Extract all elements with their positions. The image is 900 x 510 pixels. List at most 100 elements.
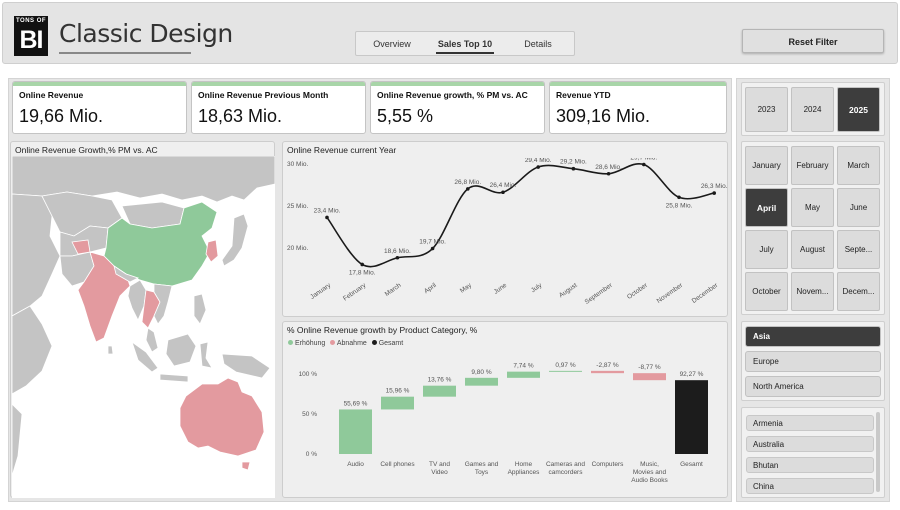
x-tick-label: August: [558, 282, 579, 299]
waterfall-data-label: 15,96 %: [386, 388, 410, 395]
year-button-2025[interactable]: 2025: [837, 87, 880, 132]
line-point[interactable]: [430, 246, 435, 251]
month-button[interactable]: Decem...: [837, 272, 880, 311]
waterfall-chart[interactable]: 100 % 50 % 0 % 55,69 % Audio 15,96 % Cell p…: [283, 352, 727, 497]
waterfall-bar[interactable]: [339, 409, 372, 454]
line-point[interactable]: [606, 171, 611, 176]
reset-filter-button[interactable]: Reset Filter: [742, 29, 884, 53]
line-data-label: 18,6 Mio.: [384, 248, 411, 255]
map-arabia[interactable]: [12, 305, 53, 395]
month-button[interactable]: January: [745, 146, 788, 185]
region-europe[interactable]: Europe: [745, 351, 881, 372]
line-point[interactable]: [712, 191, 716, 195]
line-point[interactable]: [501, 190, 505, 195]
line-data-label: 29,2 Mio.: [560, 159, 587, 166]
waterfall-bar[interactable]: [633, 373, 666, 381]
map-borneo[interactable]: [165, 333, 197, 367]
map-korea[interactable]: [205, 239, 219, 263]
month-button[interactable]: Novem...: [791, 272, 834, 311]
x-tick-label: April: [423, 282, 438, 296]
y-tick-label: 50 %: [302, 411, 317, 418]
month-button[interactable]: June: [837, 188, 880, 227]
x-tick-label: March: [384, 282, 403, 298]
line-point[interactable]: [677, 195, 681, 200]
line-point[interactable]: [325, 215, 329, 220]
month-button[interactable]: April: [745, 188, 788, 227]
map-sumatra[interactable]: [131, 340, 159, 373]
y-tick-label: 20 Mio.: [287, 245, 309, 252]
waterfall-data-label: 92,27 %: [680, 371, 704, 378]
map-malaysia[interactable]: [145, 327, 159, 353]
month-button[interactable]: Septe...: [837, 230, 880, 269]
waterfall-panel: % Online Revenue growth by Product Categ…: [282, 321, 728, 498]
tab-sales-top-10[interactable]: Sales Top 10: [436, 32, 494, 55]
country-china[interactable]: China: [746, 478, 874, 494]
kpi-value: 18,63 Mio.: [198, 106, 283, 126]
map-sri-lanka[interactable]: [107, 345, 114, 355]
month-button[interactable]: March: [837, 146, 880, 185]
tab-details[interactable]: Details: [524, 39, 552, 49]
region-asia[interactable]: Asia: [745, 326, 881, 347]
line-chart[interactable]: 30 Mio. 25 Mio. 20 Mio. 23,4 Mio. January…: [283, 158, 727, 316]
tab-overview[interactable]: Overview: [373, 39, 411, 49]
x-tick-label: Games and Toys: [465, 461, 499, 476]
map-vietnam[interactable]: [153, 283, 173, 325]
line-data-label: 29,4 Mio.: [525, 158, 552, 164]
y-tick-label: 0 %: [306, 451, 317, 458]
line-point[interactable]: [642, 162, 646, 167]
line-point[interactable]: [571, 166, 576, 171]
map-philippines[interactable]: [193, 293, 207, 325]
map-africa[interactable]: [12, 403, 23, 477]
month-button[interactable]: May: [791, 188, 834, 227]
month-button[interactable]: February: [791, 146, 834, 185]
waterfall-bar[interactable]: [507, 371, 540, 378]
waterfall-data-label: -8,77 %: [638, 364, 661, 371]
month-button[interactable]: July: [745, 230, 788, 269]
line-point[interactable]: [466, 187, 470, 191]
waterfall-bar[interactable]: [549, 370, 582, 372]
line-point[interactable]: [536, 165, 540, 169]
map-nepal[interactable]: [113, 265, 140, 283]
country-scrollbar[interactable]: [876, 412, 880, 492]
region-north-america[interactable]: North America: [745, 376, 881, 397]
map-myanmar[interactable]: [127, 279, 147, 321]
x-tick-label: Computers: [592, 461, 625, 468]
line-point[interactable]: [360, 262, 364, 267]
map-japan[interactable]: [221, 213, 249, 267]
map-australia[interactable]: [179, 377, 265, 457]
year-button-2023[interactable]: 2023: [745, 87, 788, 132]
map-tasmania[interactable]: [241, 461, 251, 471]
map-new-guinea[interactable]: [221, 353, 271, 379]
waterfall-bar[interactable]: [423, 385, 456, 397]
line-chart-title: Online Revenue current Year: [287, 145, 397, 155]
month-button[interactable]: August: [791, 230, 834, 269]
country-armenia[interactable]: Armenia: [746, 415, 874, 431]
waterfall-legend: Erhöhung Abnahme Gesamt: [288, 340, 403, 347]
map-java[interactable]: [159, 373, 189, 383]
legend-label-total: Gesamt: [378, 340, 404, 347]
waterfall-data-label: 55,69 %: [344, 400, 368, 407]
waterfall-bar[interactable]: [465, 377, 498, 386]
waterfall-data-label: 9,80 %: [471, 369, 491, 376]
month-button[interactable]: October: [745, 272, 788, 311]
map-sulawesi[interactable]: [199, 341, 213, 369]
waterfall-bar[interactable]: [675, 380, 708, 454]
waterfall-bar[interactable]: [381, 396, 414, 410]
y-tick-label: 25 Mio.: [287, 203, 309, 210]
line-point[interactable]: [395, 255, 400, 260]
country-bhutan[interactable]: Bhutan: [746, 457, 874, 473]
app-title: Classic Design: [59, 19, 233, 48]
waterfall-title: % Online Revenue growth by Product Categ…: [287, 325, 478, 335]
x-tick-label: October: [626, 281, 650, 300]
waterfall-data-label: 7,74 %: [513, 363, 533, 370]
kpi-value: 19,66 Mio.: [19, 106, 104, 126]
legend-dot-decrease: [330, 340, 336, 345]
waterfall-data-label: 0,97 %: [555, 362, 575, 369]
asia-map[interactable]: [12, 156, 275, 498]
year-button-2024[interactable]: 2024: [791, 87, 834, 132]
legend-dot-total: [371, 340, 377, 345]
x-tick-label: June: [493, 282, 509, 296]
waterfall-bar[interactable]: [591, 370, 624, 374]
x-tick-label: Music, Movies and Audio Books: [631, 461, 668, 484]
country-australia[interactable]: Australia: [746, 436, 874, 452]
